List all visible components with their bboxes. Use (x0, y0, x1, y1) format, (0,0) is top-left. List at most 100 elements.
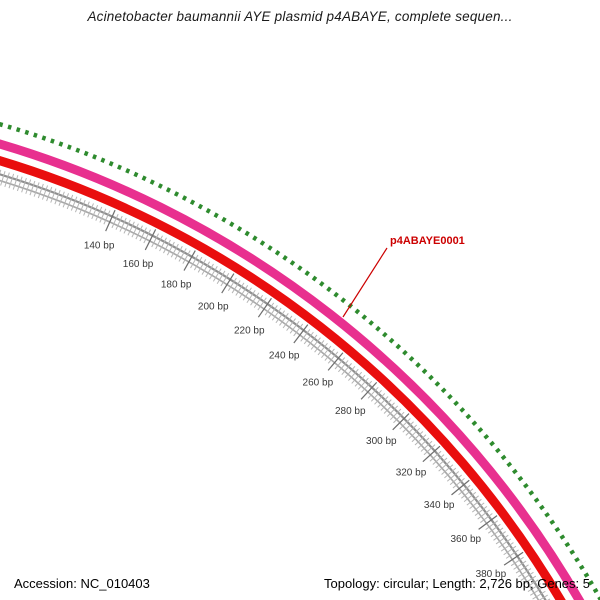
ruler-major-tick (503, 551, 524, 566)
ruler-label: 160 bp (123, 259, 154, 270)
ruler-minor-tick (334, 357, 346, 370)
ruler-label: 280 bp (335, 406, 366, 417)
feature-track-arc[interactable] (0, 153, 573, 600)
ruler-label: 220 bp (234, 325, 265, 336)
ruler-major-tick (293, 324, 309, 344)
ruler-minor-tick (429, 450, 442, 462)
ruler-minor-tick (432, 454, 445, 465)
ruler-major-tick (183, 250, 196, 271)
ruler-minor-tick (344, 365, 356, 378)
ruler-minor-tick (4, 172, 10, 187)
ruler-minor-tick (408, 427, 421, 439)
ruler-minor-tick (0, 169, 2, 175)
ruler-major-tick (478, 515, 498, 530)
ruler-minor-tick (327, 351, 339, 364)
ruler-minor-tick (62, 193, 70, 208)
ruler-minor-tick (131, 223, 139, 238)
ruler-minor-tick (472, 502, 485, 513)
ruler-minor-tick (46, 186, 53, 202)
ruler-minor-tick (239, 285, 249, 299)
ruler-minor-tick (33, 182, 40, 197)
ruler-minor-tick (518, 568, 532, 578)
ruler-minor-tick (463, 491, 477, 503)
ruler-minor-tick (469, 498, 482, 509)
ruler-minor-tick (143, 229, 151, 244)
ruler-minor-tick (111, 214, 119, 229)
ruler-minor-tick (503, 545, 517, 556)
ruler-label: 200 bp (198, 302, 229, 313)
ruler-minor-tick (348, 368, 359, 381)
ruler-label: 180 bp (161, 280, 192, 291)
ruler-minor-tick (435, 457, 448, 469)
ruler-minor-tick (282, 315, 293, 329)
ruler-minor-tick (70, 196, 78, 211)
ruler-minor-tick (393, 411, 405, 424)
ruler-minor-tick (271, 307, 282, 321)
ruler-minor-tick (66, 194, 74, 210)
ruler-minor-tick (317, 342, 328, 356)
ruler-minor-tick (293, 323, 304, 337)
ruler-minor-tick (135, 225, 143, 240)
gene-annotation[interactable]: p4ABAYE0001 (342, 235, 465, 318)
ruler-minor-tick (505, 549, 519, 559)
ruler-minor-tick (374, 393, 386, 405)
ruler-minor-tick (250, 292, 260, 306)
ruler-minor-tick (490, 527, 504, 538)
ruler-minor-tick (510, 556, 524, 567)
ruler-minor-tick (87, 203, 94, 218)
ruler-minor-tick (253, 294, 264, 308)
ruler-minor-tick (390, 408, 402, 421)
ruler-minor-tick (377, 396, 389, 408)
gene-track-arc[interactable] (0, 138, 587, 600)
ruler-minor-tick (264, 302, 275, 316)
ruler-minor-tick (449, 474, 462, 485)
ruler-minor-tick (383, 402, 395, 414)
ruler-minor-tick (174, 245, 183, 260)
ruler-minor-tick (170, 243, 179, 258)
ruler-minor-tick (380, 399, 392, 411)
ruler-minor-tick (386, 405, 399, 417)
ruler-minor-tick (289, 320, 300, 334)
ruler-minor-tick (487, 523, 501, 534)
ruler-minor-tick (500, 542, 514, 552)
ruler-minor-tick (37, 183, 44, 199)
ruler-minor-tick (310, 337, 321, 350)
ruler-minor-tick (0, 171, 6, 186)
ruler-minor-tick (79, 199, 86, 215)
ruler-minor-tick (361, 380, 373, 393)
ruler-minor-tick (16, 176, 23, 192)
ruler-minor-tick (29, 180, 36, 196)
ruler-minor-tick (411, 431, 424, 443)
ruler-minor-tick (91, 204, 99, 220)
ruler-minor-tick (458, 484, 471, 496)
ruler-minor-tick (286, 318, 296, 331)
ruler-minor-tick (197, 259, 207, 273)
ruler-minor-tick (532, 590, 546, 600)
ruler-minor-tick (257, 297, 267, 311)
ruler-minor-tick (477, 509, 490, 520)
ruler-minor-tick (480, 513, 493, 523)
gene-annotation-label[interactable]: p4ABAYE0001 (390, 235, 465, 247)
ruler-minor-tick (446, 471, 460, 482)
ruler-major-tick (257, 297, 272, 318)
ruler-minor-tick (182, 250, 191, 264)
ruler-minor-tick (127, 221, 135, 236)
ruler-major-tick (105, 209, 116, 232)
ruler-minor-tick (209, 266, 218, 280)
ruler-minor-tick (438, 460, 451, 472)
ruler-minor-tick (275, 310, 286, 324)
ruler-minor-tick (493, 531, 506, 541)
ruler-minor-tick (402, 421, 414, 433)
ruler-minor-tick (515, 564, 529, 574)
ruler-minor-tick (495, 534, 509, 545)
ruler-minor-tick (54, 189, 61, 205)
ruler-major-tick (422, 445, 441, 463)
ruler-minor-tick (58, 191, 65, 206)
ruler-minor-tick (485, 520, 499, 531)
ruler-minor-tick (520, 571, 534, 581)
ruler-minor-tick (423, 444, 436, 456)
ruler-minor-tick (538, 594, 548, 600)
ruler-minor-tick (21, 177, 27, 193)
ruler-minor-tick (50, 188, 57, 203)
